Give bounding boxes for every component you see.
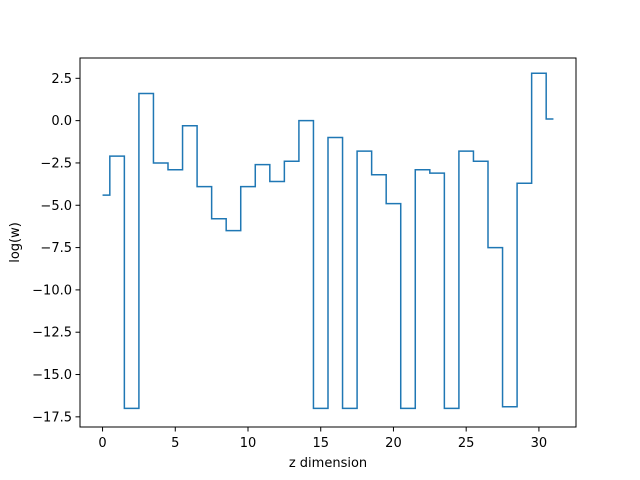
y-tick-label: 0.0 <box>51 114 72 129</box>
x-tick-label: 0 <box>98 436 106 451</box>
y-tick-label: −17.5 <box>32 410 72 425</box>
axes-frame <box>79 57 577 428</box>
y-axis-label: log(w) <box>8 222 23 263</box>
y-axis: 2.5 0.0 −2.5 −5.0 −7.5 −10.0 −12.5 −15.0 −17.5 <box>32 72 80 425</box>
x-axis: 0 5 10 15 20 25 30 <box>98 427 547 451</box>
y-tick-label: −7.5 <box>40 241 72 256</box>
x-tick-label: 30 <box>531 436 548 451</box>
plot-area <box>102 72 554 410</box>
y-tick-label: −12.5 <box>32 326 72 341</box>
x-axis-label: z dimension <box>289 456 367 471</box>
x-tick-label: 5 <box>171 436 179 451</box>
y-tick-label: −10.0 <box>32 283 72 298</box>
x-tick-label: 10 <box>240 436 257 451</box>
y-tick-label: −2.5 <box>40 156 72 171</box>
x-tick-label: 20 <box>385 436 402 451</box>
series-line-0 <box>102 72 554 410</box>
y-tick-label: 2.5 <box>51 72 72 87</box>
x-tick-label: 25 <box>458 436 475 451</box>
y-tick-label: −5.0 <box>40 199 72 214</box>
y-tick-label: −15.0 <box>32 368 72 383</box>
x-tick-label: 15 <box>312 436 329 451</box>
